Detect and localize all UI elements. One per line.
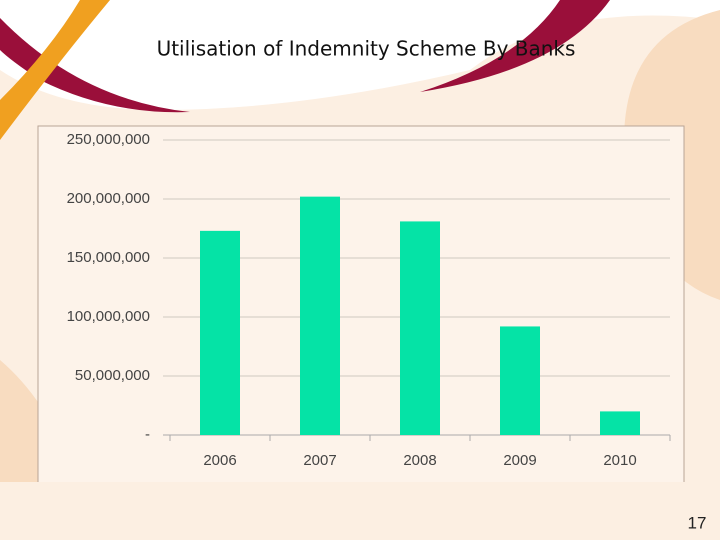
y-tick-label: -	[145, 426, 150, 443]
bar	[500, 326, 540, 435]
y-tick-label: 200,000,000	[67, 190, 150, 207]
chart-title: Utilisation of Indemnity Scheme By Banks	[157, 37, 576, 61]
swoosh-red-right	[420, 0, 610, 92]
bottom-band	[0, 482, 720, 540]
bar	[400, 221, 440, 435]
plot: - 50,000,000 100,000,000 150,000,000 200,000…	[67, 131, 671, 469]
x-tick-label: 2007	[303, 452, 336, 469]
x-tick-label: 2006	[203, 452, 236, 469]
x-tick-label: 2008	[403, 452, 436, 469]
y-tick-label: 100,000,000	[67, 308, 150, 325]
bar	[200, 230, 240, 435]
x-tick-label: 2009	[503, 452, 536, 469]
page-number: 17	[688, 513, 707, 532]
bar	[600, 411, 640, 435]
bar	[300, 196, 340, 435]
y-tick-label: 250,000,000	[67, 131, 150, 148]
y-tick-label: 150,000,000	[67, 249, 150, 266]
y-tick-label: 50,000,000	[75, 367, 150, 384]
x-tick-label: 2010	[603, 452, 636, 469]
